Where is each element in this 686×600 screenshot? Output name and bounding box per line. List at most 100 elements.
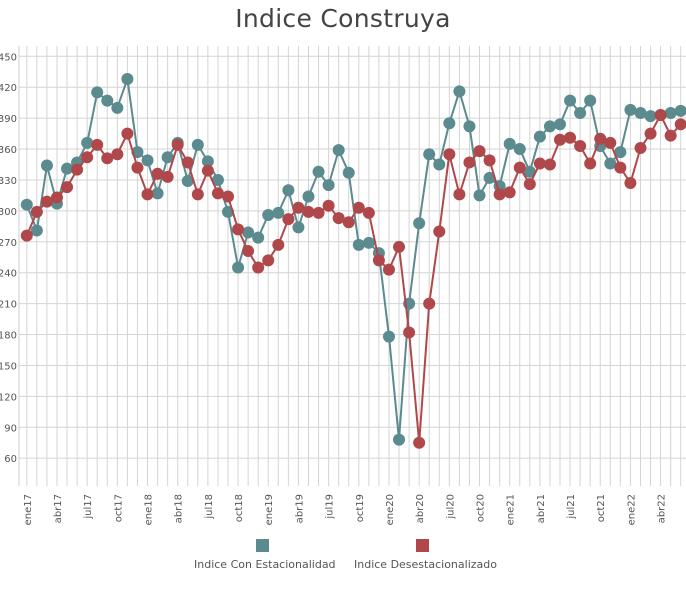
data-point[interactable] <box>352 238 365 251</box>
data-point[interactable] <box>91 138 104 151</box>
data-point[interactable] <box>322 199 335 212</box>
data-point[interactable] <box>211 187 224 200</box>
data-point[interactable] <box>201 155 214 168</box>
data-point[interactable] <box>161 170 174 183</box>
data-point[interactable] <box>473 189 486 202</box>
data-point[interactable] <box>574 106 587 119</box>
data-point[interactable] <box>282 184 295 197</box>
data-point[interactable] <box>614 161 627 174</box>
data-point[interactable] <box>252 231 265 244</box>
data-point[interactable] <box>614 146 627 159</box>
data-point[interactable] <box>493 188 506 201</box>
data-point[interactable] <box>584 157 597 170</box>
data-point[interactable] <box>242 245 255 258</box>
data-point[interactable] <box>101 152 114 165</box>
data-point[interactable] <box>61 181 74 194</box>
data-point[interactable] <box>191 188 204 201</box>
data-point[interactable] <box>393 240 406 253</box>
data-point[interactable] <box>50 191 63 204</box>
data-point[interactable] <box>372 254 385 267</box>
data-point[interactable] <box>30 224 43 237</box>
data-point[interactable] <box>181 156 194 169</box>
data-point[interactable] <box>20 198 33 211</box>
data-point[interactable] <box>121 127 134 140</box>
data-point[interactable] <box>292 221 305 234</box>
legend-item-desestacionalizado[interactable]: Indice Desestacionalizado <box>354 537 497 571</box>
data-point[interactable] <box>664 106 677 119</box>
data-point[interactable] <box>71 163 84 176</box>
data-point[interactable] <box>161 151 174 164</box>
data-point[interactable] <box>141 154 154 167</box>
data-point[interactable] <box>553 118 566 131</box>
data-point[interactable] <box>302 205 315 218</box>
data-point[interactable] <box>604 157 617 170</box>
data-point[interactable] <box>272 238 285 251</box>
data-point[interactable] <box>302 190 315 203</box>
data-point[interactable] <box>433 225 446 238</box>
data-point[interactable] <box>262 254 275 267</box>
data-point[interactable] <box>282 213 295 226</box>
data-point[interactable] <box>634 106 647 119</box>
data-point[interactable] <box>121 72 134 85</box>
data-point[interactable] <box>131 161 144 174</box>
data-point[interactable] <box>483 154 496 167</box>
data-point[interactable] <box>533 157 546 170</box>
data-point[interactable] <box>523 165 536 178</box>
data-point[interactable] <box>312 165 325 178</box>
data-point[interactable] <box>30 205 43 218</box>
data-point[interactable] <box>433 158 446 171</box>
data-point[interactable] <box>362 236 375 249</box>
data-point[interactable] <box>463 120 476 133</box>
data-point[interactable] <box>483 171 496 184</box>
data-point[interactable] <box>674 104 686 117</box>
data-point[interactable] <box>513 161 526 174</box>
data-point[interactable] <box>543 158 556 171</box>
data-point[interactable] <box>473 145 486 158</box>
data-point[interactable] <box>322 179 335 192</box>
data-point[interactable] <box>252 261 265 274</box>
data-point[interactable] <box>242 226 255 239</box>
data-point[interactable] <box>624 103 637 116</box>
data-point[interactable] <box>423 148 436 161</box>
data-point[interactable] <box>211 173 224 186</box>
data-point[interactable] <box>382 330 395 343</box>
data-point[interactable] <box>564 94 577 107</box>
data-point[interactable] <box>654 109 667 122</box>
data-point[interactable] <box>91 86 104 99</box>
data-point[interactable] <box>232 223 245 236</box>
data-point[interactable] <box>453 188 466 201</box>
data-point[interactable] <box>20 229 33 242</box>
data-point[interactable] <box>141 188 154 201</box>
data-point[interactable] <box>674 118 686 131</box>
data-point[interactable] <box>222 190 235 203</box>
data-point[interactable] <box>81 136 94 149</box>
data-point[interactable] <box>503 137 516 150</box>
data-point[interactable] <box>503 186 516 199</box>
data-point[interactable] <box>393 433 406 446</box>
data-point[interactable] <box>181 174 194 187</box>
data-point[interactable] <box>312 206 325 219</box>
data-point[interactable] <box>453 85 466 98</box>
data-point[interactable] <box>151 187 164 200</box>
legend-item-con-estacionalidad[interactable]: Indice Con Estacionalidad <box>194 537 336 571</box>
data-point[interactable] <box>40 195 53 208</box>
data-point[interactable] <box>40 159 53 172</box>
data-point[interactable] <box>61 162 74 175</box>
data-point[interactable] <box>151 167 164 180</box>
data-point[interactable] <box>171 138 184 151</box>
data-point[interactable] <box>342 216 355 229</box>
data-point[interactable] <box>523 178 536 191</box>
data-point[interactable] <box>332 212 345 225</box>
data-point[interactable] <box>272 206 285 219</box>
data-point[interactable] <box>382 263 395 276</box>
data-point[interactable] <box>403 326 416 339</box>
data-point[interactable] <box>604 136 617 149</box>
data-point[interactable] <box>111 148 124 161</box>
data-point[interactable] <box>553 133 566 146</box>
data-point[interactable] <box>513 143 526 156</box>
data-point[interactable] <box>362 206 375 219</box>
data-point[interactable] <box>232 261 245 274</box>
data-point[interactable] <box>191 138 204 151</box>
data-point[interactable] <box>664 129 677 142</box>
data-point[interactable] <box>443 148 456 161</box>
